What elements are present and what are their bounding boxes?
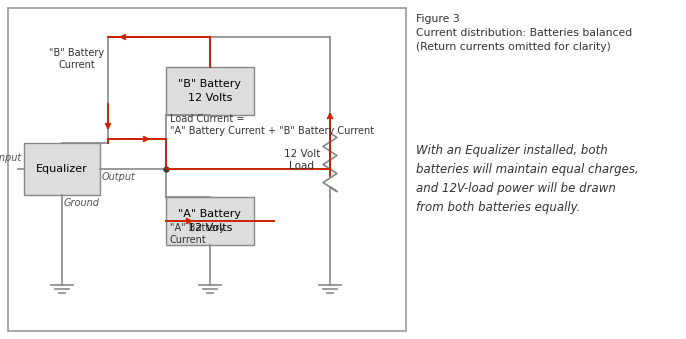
Text: Output: Output <box>102 172 136 182</box>
Text: "A" Battery
Current: "A" Battery Current <box>170 223 225 245</box>
Text: With an Equalizer installed, both
batteries will maintain equal charges,
and 12V: With an Equalizer installed, both batter… <box>416 144 639 214</box>
Text: "B" Battery
12 Volts: "B" Battery 12 Volts <box>178 79 241 103</box>
Text: Ground: Ground <box>64 198 100 208</box>
Text: 12 Volt
Load: 12 Volt Load <box>283 149 320 171</box>
Bar <box>24 143 100 195</box>
Text: Equalizer: Equalizer <box>36 164 88 174</box>
Bar <box>8 8 406 331</box>
Text: Input: Input <box>0 153 22 163</box>
Text: "A" Battery
12 Volts: "A" Battery 12 Volts <box>178 210 241 233</box>
Text: Figure 3
Current distribution: Batteries balanced
(Return currents omitted for c: Figure 3 Current distribution: Batteries… <box>416 14 632 52</box>
Text: Load Current =
"A" Battery Current + "B" Battery Current: Load Current = "A" Battery Current + "B"… <box>170 114 374 136</box>
Text: "B" Battery
Current: "B" Battery Current <box>49 48 104 70</box>
Bar <box>166 67 254 115</box>
Bar <box>166 197 254 245</box>
